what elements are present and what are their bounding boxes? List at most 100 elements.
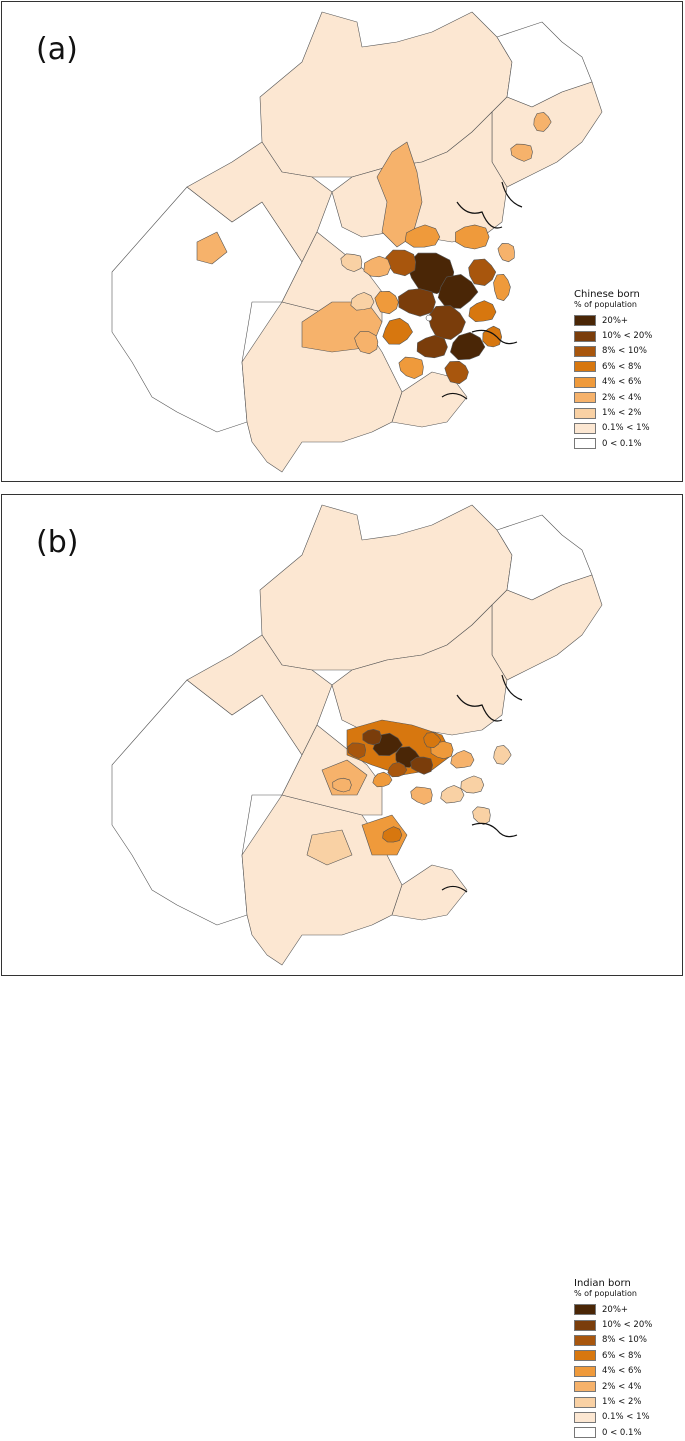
- legend-item: 6% < 8%: [574, 359, 652, 374]
- suburb-chinese-17: [354, 331, 379, 355]
- legend-indian-born: Indian born % of population 20%+ 10% < 20…: [574, 1278, 652, 1441]
- legend-swatch: [574, 1365, 596, 1377]
- area-outer-west: [196, 231, 228, 265]
- legend-label: 0 < 0.1%: [602, 1427, 642, 1438]
- legend-swatch: [574, 392, 596, 404]
- legend-swatch: [574, 1334, 596, 1346]
- suburb-indian-12: [410, 786, 433, 805]
- suburb-indian-14: [382, 826, 403, 843]
- coastline: [441, 181, 523, 400]
- suburb-indian-11: [440, 785, 465, 804]
- suburb-chinese-2: [398, 288, 436, 317]
- suburb-chinese-1: [437, 274, 479, 309]
- legend-label: 4% < 6%: [602, 1366, 642, 1377]
- legend-label: 10% < 20%: [602, 331, 653, 342]
- legend-label: 20%+: [602, 1304, 629, 1315]
- legend-item: 20%+: [574, 313, 652, 328]
- area-campbelltown: [306, 829, 353, 866]
- suburb-chinese-21: [497, 243, 515, 263]
- legend-label: 8% < 10%: [602, 346, 647, 357]
- suburb-indian-10: [460, 775, 485, 794]
- legend-swatch: [574, 1350, 596, 1362]
- area-north-west-corridor: [376, 141, 423, 248]
- legend-item: 0 < 0.1%: [574, 436, 652, 451]
- legend-item: 8% < 10%: [574, 344, 652, 359]
- legend-swatch: [574, 1396, 596, 1408]
- suburb-chinese-13: [444, 360, 469, 385]
- legend-item: 2% < 4%: [574, 1379, 652, 1394]
- legend-item: 6% < 8%: [574, 1348, 652, 1363]
- suburb-chinese-22: [350, 292, 375, 311]
- region-botany-coast: [391, 864, 468, 921]
- legend-swatch: [574, 1381, 596, 1393]
- legend-label: 10% < 20%: [602, 1320, 653, 1331]
- legend-label: 0 < 0.1%: [602, 438, 642, 449]
- legend-label: 0.1% < 1%: [602, 423, 650, 434]
- suburb-indian-8: [450, 750, 475, 769]
- legend-item: 0.1% < 1%: [574, 421, 652, 436]
- suburb-indian-15: [493, 745, 512, 765]
- suburb-chinese-9: [468, 300, 497, 323]
- suburb-indian-9: [372, 771, 393, 788]
- legend-swatch: [574, 361, 596, 373]
- map-panel-a: (a) Chinese born % of population 20%+ 10%…: [1, 1, 683, 482]
- suburb-chinese-19: [510, 143, 533, 162]
- legend-swatch: [574, 1319, 596, 1331]
- legend-label: 6% < 8%: [602, 1350, 642, 1361]
- suburb-indian-4: [387, 761, 408, 778]
- legend-label: 2% < 4%: [602, 392, 642, 403]
- suburb-chinese-16: [493, 273, 511, 302]
- suburb-chinese-15: [363, 255, 392, 278]
- legend-item: 4% < 6%: [574, 375, 652, 390]
- legend-item: 1% < 2%: [574, 405, 652, 420]
- legend-swatch: [574, 438, 596, 450]
- suburb-chinese-7: [382, 317, 413, 345]
- legend-label: 1% < 2%: [602, 1397, 642, 1408]
- legend-item: 10% < 20%: [574, 1317, 652, 1332]
- map-panel-b: (b) Indian born % of population 20%+ 10% …: [1, 494, 683, 1439]
- legend-item: 20%+: [574, 1302, 652, 1317]
- suburb-chinese-23: [340, 253, 363, 272]
- legend-item: 0 < 0.1%: [574, 1425, 652, 1440]
- suburb-chinese-11: [404, 224, 441, 248]
- legend-label: 2% < 4%: [602, 1381, 642, 1392]
- suburb-indian-3: [410, 756, 434, 775]
- legend-item: 10% < 20%: [574, 328, 652, 343]
- legend-title: Chinese born: [574, 289, 640, 300]
- suburb-no-data: [425, 314, 433, 322]
- legend-swatch: [574, 1304, 596, 1316]
- suburb-indian-13: [472, 806, 491, 825]
- legend-swatch: [574, 345, 596, 357]
- legend-swatch: [574, 330, 596, 342]
- coastline: [441, 674, 523, 893]
- legend-label: 6% < 8%: [602, 361, 642, 372]
- suburb-chinese-18: [398, 356, 424, 379]
- legend-swatch: [574, 1411, 596, 1423]
- suburb-chinese-4: [450, 331, 486, 361]
- suburb-indian-7: [423, 732, 442, 748]
- legend-label: 0.1% < 1%: [602, 1412, 650, 1423]
- suburb-chinese-6: [468, 258, 497, 286]
- suburb-chinese-12: [374, 290, 399, 315]
- panel-label: (b): [36, 525, 79, 560]
- region-botany-coast: [391, 371, 468, 428]
- legend-item: 0.1% < 1%: [574, 1410, 652, 1425]
- suburb-indian-2: [362, 729, 382, 746]
- legend-swatch: [574, 407, 596, 419]
- legend-title: Indian born: [574, 1278, 631, 1289]
- legend-item: 8% < 10%: [574, 1333, 652, 1348]
- suburb-chinese-3: [427, 305, 466, 340]
- legend-label: 8% < 10%: [602, 1335, 647, 1346]
- legend-swatch: [574, 1427, 596, 1439]
- legend-chinese-born: Chinese born % of population 20%+ 10% < 2…: [574, 289, 652, 452]
- suburb-chinese-10: [455, 224, 490, 250]
- legend-swatch: [574, 422, 596, 434]
- legend-swatch: [574, 376, 596, 388]
- suburb-chinese-8: [416, 335, 448, 359]
- legend-item: 4% < 6%: [574, 1364, 652, 1379]
- suburb-chinese-20: [533, 112, 552, 132]
- suburb-indian-16: [332, 777, 352, 793]
- panel-label: (a): [36, 32, 78, 67]
- legend-label: 20%+: [602, 315, 629, 326]
- legend-label: 1% < 2%: [602, 408, 642, 419]
